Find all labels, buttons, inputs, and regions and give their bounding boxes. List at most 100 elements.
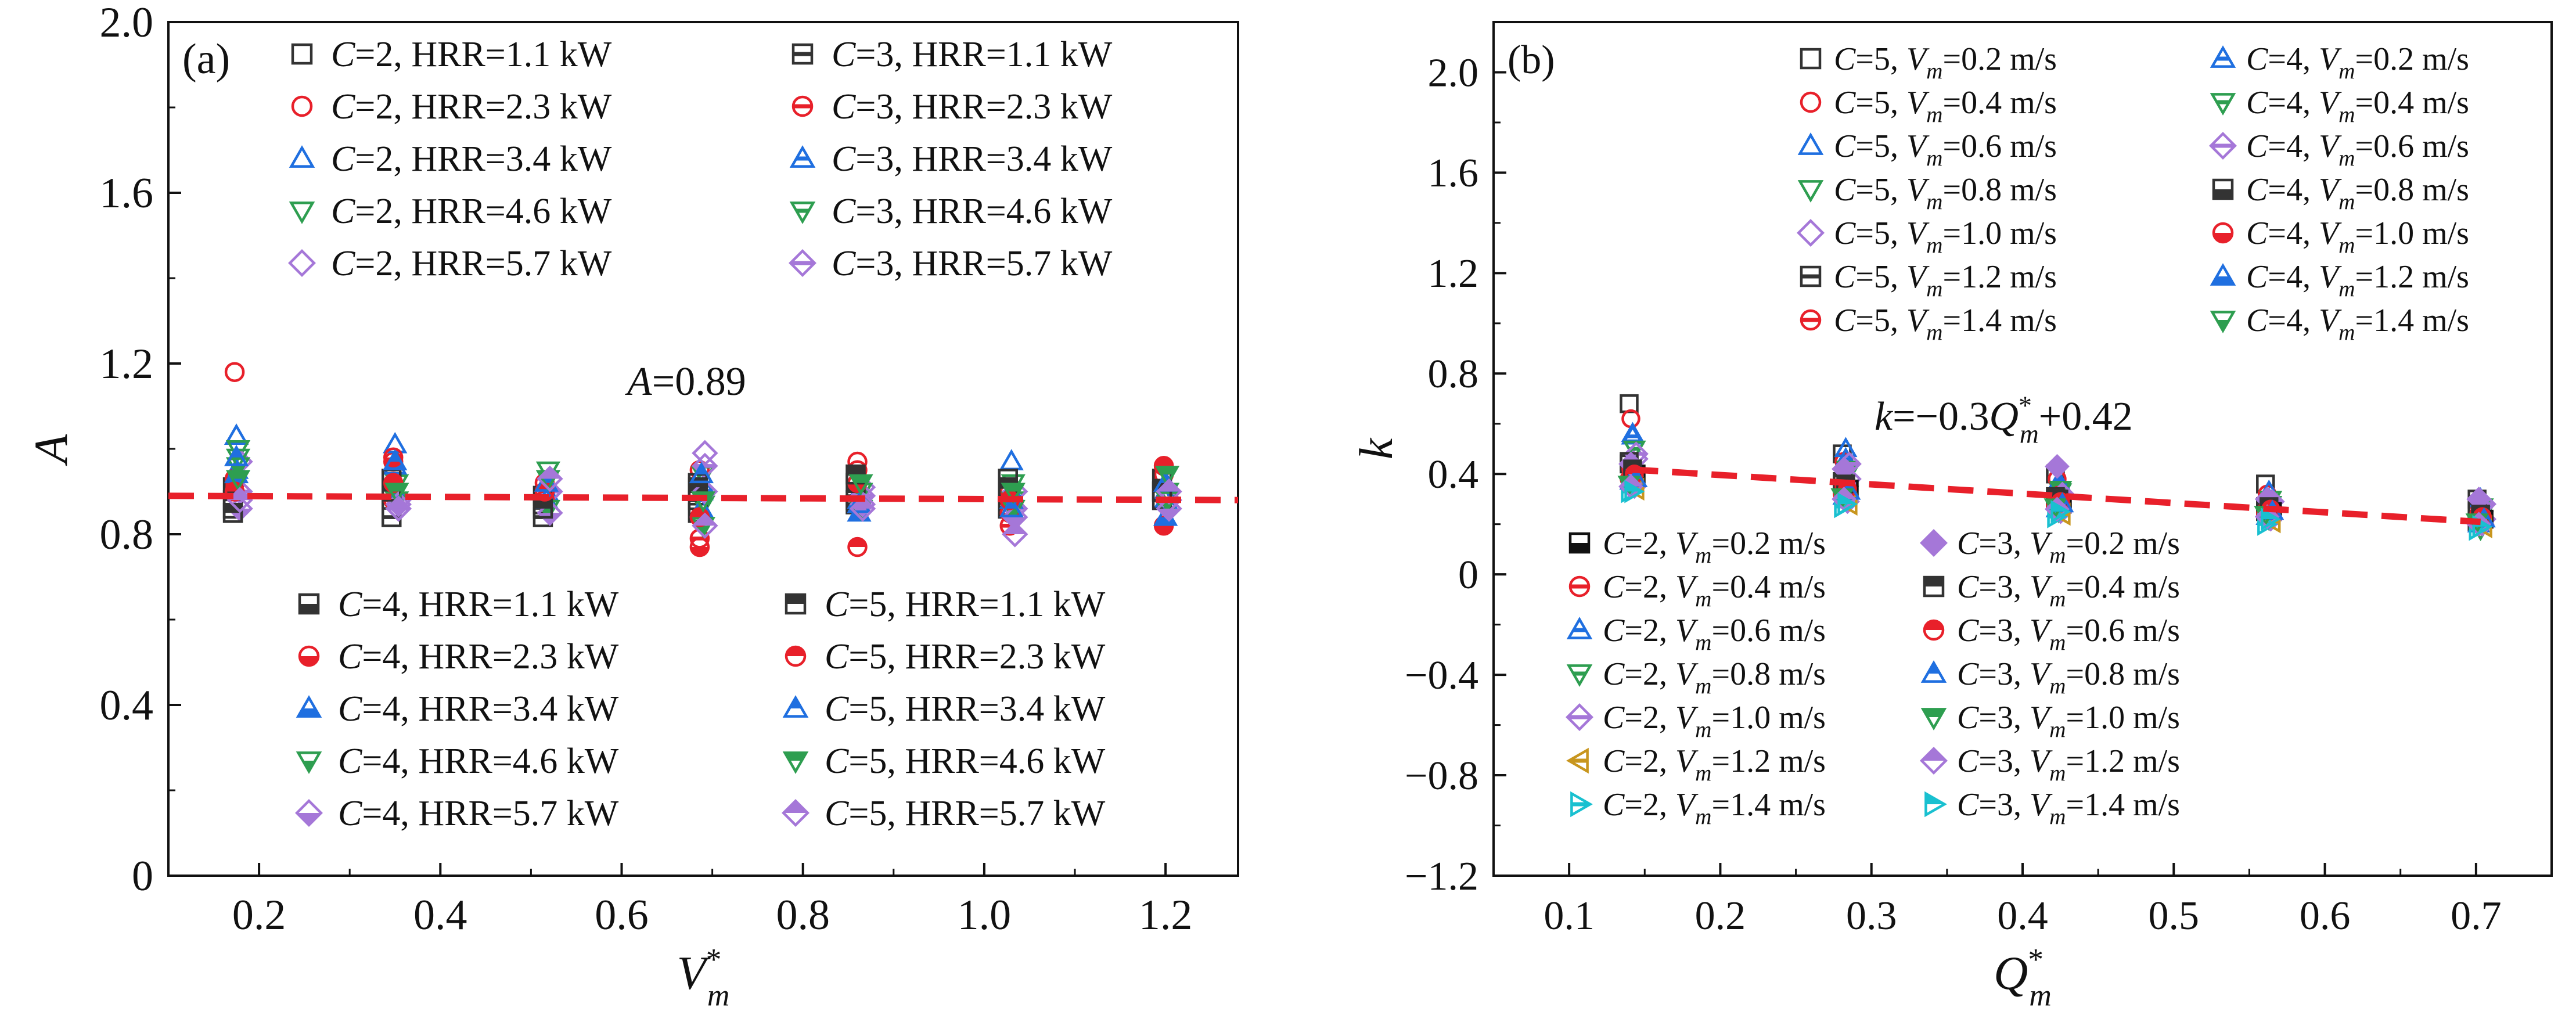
- legend-item: C=5, Vm=0.8 m/s: [1797, 172, 2057, 215]
- data-point: [1154, 466, 1180, 487]
- legend-item: C=2, Vm=0.2 m/s: [1568, 526, 1826, 568]
- y-tick-label: 2.0: [1428, 51, 1479, 95]
- x-tick-label: 1.0: [958, 891, 1012, 939]
- x-tick-label: 0.2: [1695, 894, 1746, 938]
- x-tick-label: 0.4: [413, 891, 467, 939]
- legend-marker: [1924, 791, 1947, 818]
- x-tick-label: 0.6: [2300, 894, 2351, 938]
- legend-label: C=3, HRR=3.4 kW: [832, 139, 1113, 179]
- legend-item: C=2, HRR=4.6 kW: [289, 192, 612, 231]
- legend-marker: [1920, 660, 1947, 683]
- legend-label: C=4, Vm=0.8 m/s: [2246, 172, 2469, 215]
- x-tick-label: 0.7: [2451, 894, 2502, 938]
- legend-marker: [1568, 532, 1591, 554]
- legend-label: C=3, Vm=0.6 m/s: [1957, 613, 2180, 656]
- legend-item: C=4, Vm=0.8 m/s: [2212, 172, 2469, 215]
- legend-item: C=3, Vm=1.0 m/s: [1920, 700, 2180, 743]
- legend-marker: [2212, 222, 2234, 244]
- data-points: [222, 362, 1182, 557]
- legend-marker: [2210, 45, 2236, 68]
- legend-label: C=2, HRR=5.7 kW: [331, 244, 612, 283]
- legend-item: C=5, HRR=3.4 kW: [782, 689, 1106, 729]
- legend-marker: [289, 201, 315, 224]
- legend-item: C=4, Vm=0.4 m/s: [2210, 85, 2469, 128]
- legend-item: C=2, Vm=0.8 m/s: [1566, 656, 1826, 699]
- legend-marker: [1566, 703, 1593, 731]
- y-tick-label: 0: [1458, 553, 1478, 598]
- legend-label: C=2, Vm=1.2 m/s: [1603, 743, 1826, 786]
- legend-item: C=5, Vm=1.4 m/s: [1800, 303, 2057, 346]
- legend-label: C=2, Vm=1.0 m/s: [1603, 700, 1826, 743]
- legend-item: C=5, Vm=0.6 m/s: [1797, 128, 2057, 171]
- fit-line: [1632, 466, 2481, 526]
- legend-item: C=3, HRR=1.1 kW: [791, 35, 1113, 74]
- legend-item: C=3, HRR=2.3 kW: [791, 87, 1113, 127]
- legend-label: C=5, HRR=2.3 kW: [825, 637, 1106, 676]
- data-point: [1837, 492, 1858, 516]
- data-point: [383, 449, 408, 471]
- legend-item: C=4, Vm=1.0 m/s: [2212, 215, 2469, 258]
- y-tick-label: −1.2: [1405, 854, 1478, 899]
- legend-label: C=3, Vm=0.8 m/s: [1957, 656, 2180, 699]
- legend-marker: [785, 645, 807, 667]
- data-point: [385, 495, 412, 522]
- legend-marker: [1566, 747, 1589, 774]
- legend-item: C=5, HRR=1.1 kW: [785, 585, 1106, 624]
- legend-item: C=2, Vm=1.4 m/s: [1570, 787, 1826, 830]
- legend-item: C=2, HRR=1.1 kW: [291, 35, 612, 74]
- legend-label: C=2, HRR=1.1 kW: [331, 35, 612, 74]
- data-point: [384, 483, 409, 505]
- legend-label: C=4, HRR=2.3 kW: [338, 637, 619, 676]
- y-axis-label: k: [1350, 437, 1402, 459]
- legend-bottom: C=4, HRR=1.1 kW C=5, HRR=1.1 kW C=4, HRR=2…: [295, 585, 1106, 833]
- legend-label: C=5, Vm=0.4 m/s: [1834, 85, 2057, 128]
- x-tick-label: 0.4: [1997, 894, 2048, 938]
- legend-label: C=2, Vm=1.4 m/s: [1603, 787, 1826, 830]
- legend-marker: [789, 249, 816, 277]
- legend-item: C=5, HRR=5.7 kW: [782, 794, 1106, 833]
- panel-label: (a): [182, 35, 230, 83]
- data-point: [692, 512, 718, 539]
- legend-item: C=3, Vm=1.2 m/s: [1920, 743, 2180, 786]
- legend-top: C=2, HRR=1.1 kW C=3, HRR=1.1 kW C=2, HRR=2…: [288, 35, 1113, 283]
- data-point: [2045, 454, 2070, 479]
- legend-marker: [1566, 617, 1593, 639]
- legend-label: C=5, Vm=1.4 m/s: [1834, 303, 2057, 346]
- legend-item: C=4, Vm=0.2 m/s: [2210, 41, 2469, 84]
- legend-label: C=4, Vm=0.6 m/s: [2246, 128, 2469, 171]
- data-point: [2261, 508, 2281, 531]
- legend-marker: [291, 43, 313, 65]
- legend-item: C=5, HRR=4.6 kW: [782, 742, 1106, 781]
- data-point: [224, 362, 245, 382]
- x-tick-label: 0.8: [776, 891, 830, 939]
- legend-label: C=5, HRR=5.7 kW: [825, 794, 1106, 833]
- legend-label: C=4, HRR=4.6 kW: [338, 742, 619, 781]
- legend-label: C=5, Vm=0.8 m/s: [1834, 172, 2057, 215]
- legend-marker: [296, 695, 322, 718]
- legend-item: C=2, HRR=2.3 kW: [291, 87, 612, 127]
- legend-label: C=4, Vm=0.4 m/s: [2246, 85, 2469, 128]
- legend-marker: [1570, 791, 1593, 818]
- y-tick-label: 0.4: [1428, 452, 1479, 497]
- x-axis-label: V* m: [677, 942, 730, 1013]
- data-points: [1617, 394, 2497, 541]
- legend-label: C=2, Vm=0.4 m/s: [1603, 569, 1826, 612]
- legend-label: C=5, Vm=1.0 m/s: [1834, 215, 2057, 258]
- legend-marker: [1797, 132, 1824, 155]
- legend-marker: [782, 695, 809, 718]
- data-point: [689, 462, 714, 484]
- data-point: [1624, 480, 1645, 503]
- legend-label: C=3, HRR=1.1 kW: [832, 35, 1113, 74]
- legend-marker: [2210, 93, 2236, 116]
- series-c-5-hrr-5-7-kw: [226, 465, 1182, 548]
- legend-item: C=5, Vm=1.0 m/s: [1797, 215, 2057, 258]
- legend-item: C=4, HRR=4.6 kW: [296, 742, 619, 781]
- legend-label: C=3, Vm=1.0 m/s: [1957, 700, 2180, 743]
- legend-marker: [1923, 619, 1945, 641]
- legend-marker: [782, 751, 809, 774]
- y-tick-label: 0.4: [100, 682, 154, 729]
- legend-label: C=5, Vm=1.2 m/s: [1834, 259, 2057, 302]
- legend-label: C=4, HRR=1.1 kW: [338, 585, 619, 624]
